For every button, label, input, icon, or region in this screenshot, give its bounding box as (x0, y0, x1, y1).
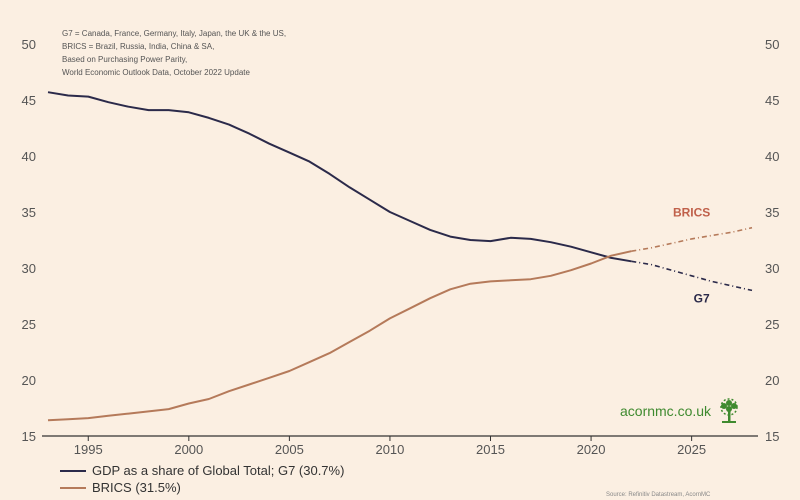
y-tick-label-left: 25 (22, 317, 36, 332)
x-tick-label: 2025 (677, 442, 706, 457)
series-line-brics (47, 250, 632, 422)
y-tick-label-left: 45 (22, 93, 36, 108)
y-tick-label-right: 35 (765, 205, 779, 220)
series-end-label-brics: BRICS (673, 205, 710, 219)
legend: GDP as a share of Global Total; G7 (30.7… (60, 462, 344, 496)
x-tick-label: 2020 (577, 442, 606, 457)
chart-note: World Economic Outlook Data, October 202… (62, 68, 251, 77)
chart-note: G7 = Canada, France, Germany, Italy, Jap… (62, 29, 286, 38)
legend-label-g7: GDP as a share of Global Total; G7 (30.7… (92, 463, 345, 478)
chart-note: Based on Purchasing Power Parity, (62, 55, 187, 64)
legend-swatch-g7 (60, 469, 86, 472)
y-tick-label-left: 50 (22, 37, 36, 52)
y-tick-label-right: 20 (765, 373, 779, 388)
series-forecast-brics (631, 226, 753, 252)
y-tick-label-left: 35 (22, 205, 36, 220)
tree-icon (720, 398, 738, 423)
x-tick-label: 2005 (275, 442, 304, 457)
series-end-label-g7: G7 (694, 292, 710, 306)
x-tick-label: 2010 (375, 442, 404, 457)
y-tick-label-right: 25 (765, 317, 779, 332)
y-tick-label-left: 15 (22, 429, 36, 444)
brand-logo: acornmc.co.uk (620, 398, 743, 424)
legend-item-g7: GDP as a share of Global Total; G7 (30.7… (60, 462, 344, 479)
x-tick-label: 2000 (174, 442, 203, 457)
y-tick-label-right: 50 (765, 37, 779, 52)
y-tick-label-left: 40 (22, 149, 36, 164)
y-tick-label-right: 15 (765, 429, 779, 444)
legend-label-brics: BRICS (31.5%) (92, 480, 181, 495)
x-tick-label: 1995 (74, 442, 103, 457)
y-tick-label-left: 30 (22, 261, 36, 276)
source-note: Source: Refinitiv Datastream, AcornMC (606, 492, 711, 498)
y-tick-label-right: 45 (765, 93, 779, 108)
x-tick-label: 2015 (476, 442, 505, 457)
legend-swatch-brics (60, 486, 86, 489)
chart-note: BRICS = Brazil, Russia, India, China & S… (62, 42, 214, 51)
y-tick-label-right: 30 (765, 261, 779, 276)
y-tick-label-right: 40 (765, 149, 779, 164)
series-line-g7 (47, 91, 632, 263)
series-forecast-g7 (631, 260, 753, 292)
brand-text: acornmc.co.uk (620, 403, 712, 419)
y-tick-label-left: 20 (22, 373, 36, 388)
legend-item-brics: BRICS (31.5%) (60, 479, 344, 496)
